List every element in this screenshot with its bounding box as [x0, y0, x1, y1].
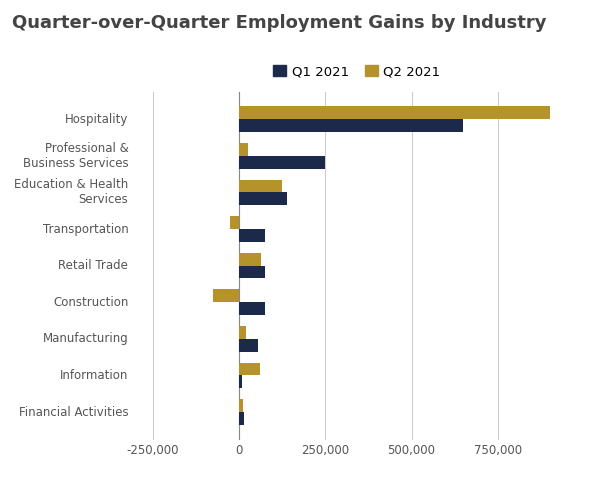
Bar — [239, 399, 243, 412]
Bar — [239, 229, 265, 242]
Bar — [239, 375, 242, 388]
Bar — [239, 339, 258, 352]
Bar — [230, 216, 239, 229]
Bar — [239, 156, 325, 169]
Bar — [239, 326, 246, 339]
Bar — [239, 143, 247, 156]
Bar — [239, 180, 282, 192]
Bar — [239, 253, 261, 266]
Bar — [239, 266, 265, 279]
Bar — [239, 302, 265, 315]
Bar — [213, 289, 239, 302]
Bar — [239, 412, 244, 425]
Bar — [239, 192, 287, 205]
Bar — [239, 106, 550, 119]
Bar — [239, 119, 463, 132]
Text: Quarter-over-Quarter Employment Gains by Industry: Quarter-over-Quarter Employment Gains by… — [12, 14, 547, 32]
Legend: Q1 2021, Q2 2021: Q1 2021, Q2 2021 — [268, 60, 445, 83]
Bar — [239, 363, 260, 375]
